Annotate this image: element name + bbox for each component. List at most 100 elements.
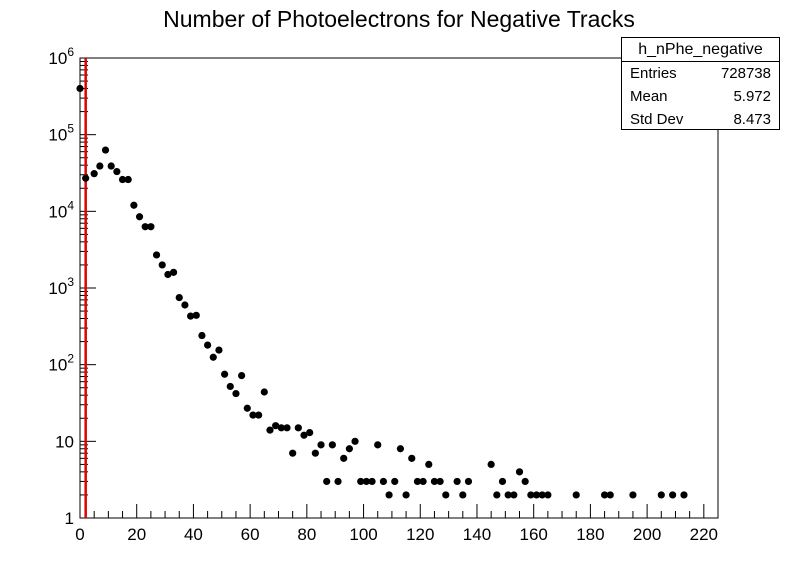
- data-point: [243, 404, 251, 412]
- data-point: [124, 175, 132, 184]
- data-point: [204, 341, 212, 349]
- data-point: [453, 477, 461, 486]
- data-point: [328, 441, 336, 449]
- data-point: [135, 213, 144, 221]
- stats-row-std-dev: Std Dev 8.473: [622, 108, 779, 131]
- data-point: [113, 167, 121, 176]
- data-point: [238, 372, 246, 380]
- data-point: [130, 201, 138, 209]
- data-point: [118, 175, 127, 184]
- data-point: [413, 477, 422, 486]
- data-point: [425, 460, 433, 469]
- data-point: [181, 301, 189, 309]
- stats-box: h_nPhe_negative Entries 728738 Mean 5.97…: [621, 37, 780, 130]
- data-point: [459, 491, 467, 499]
- x-tick-label: 200: [633, 525, 661, 544]
- data-point: [198, 331, 206, 340]
- stats-row-entries: Entries 728738: [622, 62, 779, 85]
- stats-key: Mean: [630, 88, 668, 105]
- data-point: [357, 477, 365, 486]
- data-point: [351, 437, 359, 445]
- data-point: [277, 424, 285, 432]
- y-tick-label: 102: [48, 352, 74, 375]
- y-tick-label: 106: [48, 45, 74, 68]
- data-point: [249, 411, 257, 419]
- x-axis: 0 20 40 60 80 100 120 140 160 180 200 220: [75, 504, 719, 544]
- data-point: [391, 477, 399, 486]
- x-tick-label: 20: [127, 525, 146, 544]
- data-point: [101, 146, 110, 154]
- data-point: [289, 449, 297, 457]
- data-point: [464, 477, 473, 486]
- data-point: [379, 477, 388, 486]
- data-point: [430, 477, 439, 486]
- data-point: [164, 270, 172, 279]
- data-point: [107, 162, 115, 170]
- data-point: [408, 454, 416, 462]
- data-point: [362, 477, 370, 486]
- x-tick-label: 100: [349, 525, 377, 544]
- stats-value: 728738: [720, 65, 771, 82]
- data-point: [487, 460, 495, 469]
- data-point: [527, 491, 535, 499]
- data-point: [538, 491, 546, 499]
- data-point: [657, 491, 665, 499]
- data-point: [90, 170, 98, 178]
- y-tick-label: 103: [48, 275, 74, 298]
- stats-value: 8.473: [733, 111, 771, 128]
- stats-key: Entries: [630, 65, 677, 82]
- data-point: [300, 431, 308, 439]
- data-point: [442, 491, 450, 499]
- data-point: [215, 346, 223, 354]
- data-point: [306, 428, 314, 437]
- data-point: [515, 468, 524, 476]
- data-point: [232, 389, 240, 398]
- data-point: [600, 491, 609, 499]
- data-point: [323, 477, 331, 486]
- data-point: [96, 162, 104, 170]
- x-tick-label: 220: [690, 525, 718, 544]
- x-tick-label: 80: [297, 525, 316, 544]
- data-points: [76, 84, 688, 499]
- x-tick-label: 0: [75, 525, 84, 544]
- data-point: [294, 424, 302, 432]
- data-point: [192, 311, 200, 319]
- data-point: [175, 293, 183, 302]
- data-point: [152, 251, 161, 259]
- x-tick-label: 120: [406, 525, 434, 544]
- chart-title: Number of Photoelectrons for Negative Tr…: [163, 6, 635, 32]
- y-tick-label: 105: [48, 122, 74, 145]
- data-point: [572, 491, 580, 499]
- data-point: [226, 382, 234, 391]
- data-point: [493, 491, 501, 499]
- data-point: [368, 477, 376, 486]
- x-tick-label: 180: [576, 525, 604, 544]
- data-point: [272, 422, 280, 430]
- data-point: [345, 445, 353, 453]
- data-point: [141, 223, 149, 231]
- data-point: [402, 491, 410, 499]
- data-point: [629, 491, 637, 499]
- data-point: [147, 223, 155, 231]
- y-tick-label: 1: [65, 509, 74, 528]
- y-axis: 1 10 102 103 104 105 106: [48, 45, 96, 528]
- data-point: [436, 477, 444, 486]
- data-point: [498, 477, 507, 486]
- data-point: [340, 454, 348, 462]
- data-point: [255, 411, 263, 419]
- stats-row-mean: Mean 5.972: [622, 85, 779, 108]
- x-tick-label: 40: [184, 525, 203, 544]
- data-point: [510, 491, 518, 499]
- y-tick-label: 10: [55, 432, 74, 451]
- data-point: [266, 426, 274, 434]
- y-tick-label: 104: [48, 198, 74, 221]
- data-point: [186, 312, 195, 320]
- data-point: [532, 491, 541, 499]
- stats-key: Std Dev: [630, 111, 684, 128]
- data-point: [169, 268, 178, 276]
- data-point: [680, 491, 688, 499]
- data-point: [521, 477, 529, 486]
- data-point: [396, 445, 405, 453]
- x-tick-label: 140: [463, 525, 491, 544]
